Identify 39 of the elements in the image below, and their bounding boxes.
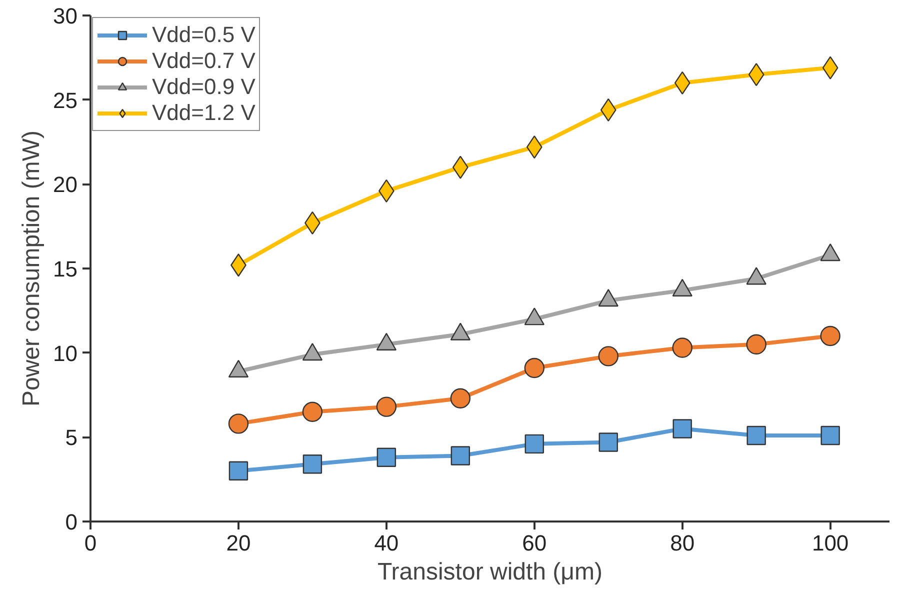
point [746,426,766,446]
y-tick-label: 30 [53,4,78,28]
point [302,454,322,474]
point [450,446,470,466]
y-tick-label: 0 [65,510,78,534]
x-tick-label: 40 [374,530,399,556]
legend-label: Vdd=0.7 V [152,48,256,74]
point [822,56,838,80]
y-tick-label: 20 [53,172,78,198]
y-axis-title: Power consumption (mW) [18,130,46,407]
point [598,346,618,366]
legend-label: Vdd=0.5 V [152,22,256,48]
point [450,388,471,408]
point [820,426,840,446]
y-tick-label: 5 [65,425,78,450]
point [376,448,396,468]
point [672,419,692,438]
y-tick-label: 25 [53,88,78,113]
point [820,326,840,346]
point [598,432,618,452]
legend-label: Vdd=0.9 V [152,74,256,100]
x-tick-label: 60 [522,530,547,556]
point [228,461,248,480]
x-tick-label: 80 [670,530,695,556]
point [452,156,468,179]
x-tick-label: 20 [226,530,251,556]
x-tick-label: 100 [812,530,849,556]
x-tick-label: 0 [84,530,97,556]
x-axis-title: Transistor width (μm) [378,558,602,586]
point [524,358,544,378]
point [672,338,692,358]
y-tick-label: 10 [53,340,78,366]
point [228,414,249,434]
point [524,434,544,454]
point [376,396,397,417]
legend-label: Vdd=1.2 V [152,100,256,126]
point [746,334,766,354]
y-tick-label: 15 [53,256,78,282]
point [302,402,323,422]
